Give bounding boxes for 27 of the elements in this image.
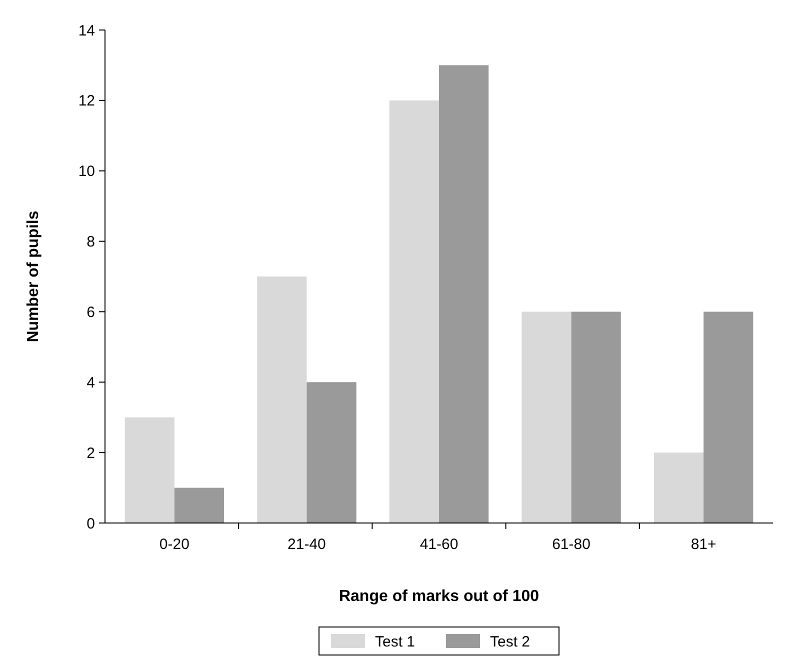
x-tick-label: 81+ [690, 536, 717, 553]
bar [654, 452, 704, 523]
y-axis-title: Number of pupils [25, 210, 42, 342]
bar [174, 488, 224, 523]
bar [124, 417, 174, 523]
y-tick-label: 6 [86, 304, 95, 321]
legend-label: Test 1 [375, 633, 416, 650]
x-tick-label: 21-40 [288, 536, 326, 553]
y-tick-label: 4 [86, 374, 95, 392]
x-axis-title: Range of marks out of 100 [338, 588, 540, 605]
bar [389, 100, 439, 523]
y-tick-label: 10 [78, 163, 95, 180]
bar [522, 312, 572, 523]
x-tick-label: 41-60 [420, 536, 458, 553]
y-tick-label: 2 [86, 444, 95, 462]
bar [306, 382, 356, 523]
legend-label: Test 2 [490, 633, 530, 650]
y-tick-label: 14 [78, 22, 95, 40]
x-tick-label: 61-80 [552, 536, 590, 553]
bar [571, 312, 621, 523]
y-tick-label: 0 [86, 515, 95, 532]
bar [439, 65, 489, 523]
bar [704, 312, 754, 523]
bar [257, 276, 307, 523]
y-tick-label: 12 [78, 92, 95, 110]
y-tick-label: 8 [86, 234, 95, 251]
x-tick-label: 0-20 [159, 536, 190, 553]
